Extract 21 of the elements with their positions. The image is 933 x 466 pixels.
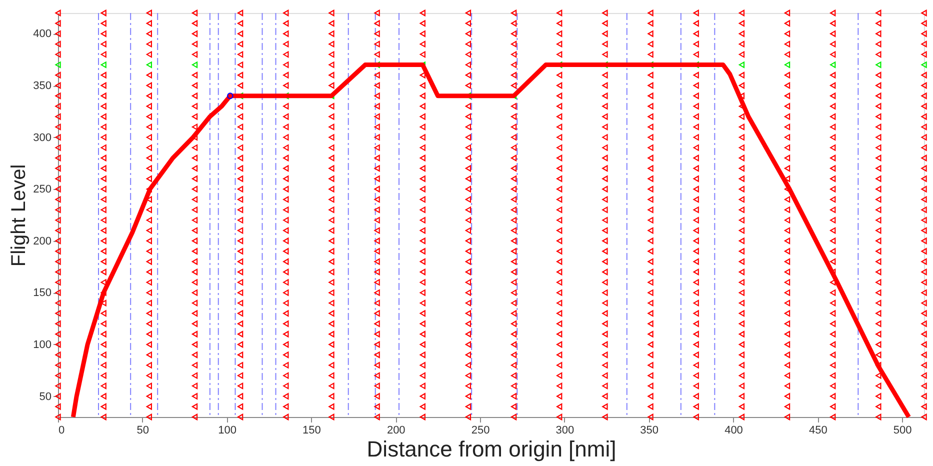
x-axis-title: Distance from origin [nmi] xyxy=(366,436,616,462)
y-tick-label: 250 xyxy=(33,184,52,196)
y-tick-label: 300 xyxy=(33,132,52,144)
y-axis-title: Flight Level xyxy=(8,164,30,267)
y-tick-label: 50 xyxy=(39,390,52,403)
x-tick-label: 300 xyxy=(556,424,574,436)
x-tick-label: 500 xyxy=(893,424,912,436)
x-tick-label: 200 xyxy=(386,424,406,436)
x-tick-label: 0 xyxy=(58,424,65,436)
x-tick-label: 50 xyxy=(136,424,150,436)
y-tick-label: 150 xyxy=(33,287,52,300)
x-tick-label: 150 xyxy=(302,424,321,436)
x-tick-label: 250 xyxy=(471,424,490,436)
x-tick-label: 400 xyxy=(724,424,743,436)
y-tick-label: 200 xyxy=(33,235,52,248)
x-tick-label: 450 xyxy=(808,424,828,436)
x-tick-label: 350 xyxy=(640,424,659,436)
y-tick-label: 100 xyxy=(33,338,52,351)
y-tick-label: 350 xyxy=(33,80,52,92)
x-tick-label: 100 xyxy=(218,424,236,436)
y-tick-label: 400 xyxy=(33,28,52,40)
